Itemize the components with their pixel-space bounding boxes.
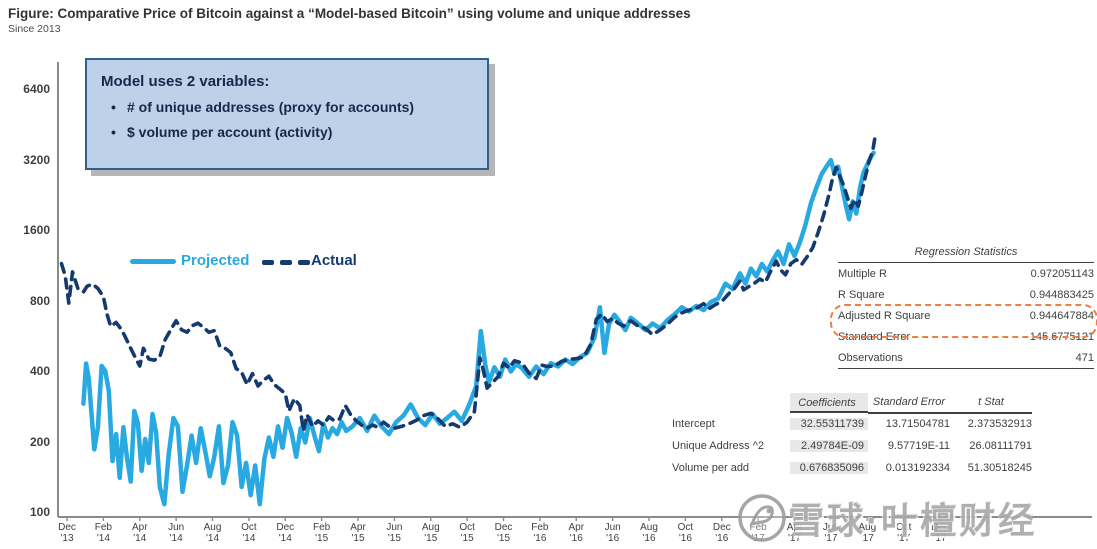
x-tick-label: Dec '13 bbox=[58, 522, 76, 544]
callout-heading: Model uses 2 variables: bbox=[101, 73, 270, 90]
callout-bullet: • $ volume per account (activity) bbox=[111, 124, 333, 140]
y-tick-label: 200 bbox=[29, 434, 50, 449]
x-tick-label: Aug '15 bbox=[421, 522, 440, 544]
y-tick-label: 6400 bbox=[23, 82, 50, 96]
y-tick-label: 400 bbox=[29, 364, 50, 378]
y-tick-label: 100 bbox=[29, 505, 50, 519]
x-tick-label: Dec '14 bbox=[276, 522, 295, 544]
x-tick-label: Oct '17 bbox=[895, 522, 912, 544]
y-tick-label: 800 bbox=[29, 293, 50, 308]
x-tick-label: Jun '14 bbox=[168, 522, 185, 544]
y-tick-label: 1600 bbox=[23, 223, 50, 237]
y-tick-label: 3200 bbox=[23, 152, 50, 167]
x-tick-label: Apr '16 bbox=[568, 522, 585, 544]
regression-stat-row: Multiple R 0.972051143 bbox=[838, 267, 1094, 280]
x-tick-label: Feb '15 bbox=[313, 522, 331, 544]
x-tick-label: Oct '16 bbox=[677, 522, 694, 544]
x-tick-label: Apr '17 bbox=[786, 522, 803, 544]
figure-title: Figure: Comparative Price of Bitcoin aga… bbox=[8, 6, 691, 21]
legend-projected-label: Projected bbox=[181, 252, 250, 269]
x-tick-label: Feb '16 bbox=[531, 522, 549, 544]
coefficients-header-row: Coefficients Standard Error t Stat bbox=[672, 393, 1032, 414]
x-tick-label: Apr '14 bbox=[131, 522, 148, 544]
regression-stats-title: Regression Statistics bbox=[838, 246, 1094, 263]
x-tick-label: Dec '16 bbox=[712, 522, 731, 544]
x-tick-label: Feb '14 bbox=[94, 522, 112, 544]
regression-stat-row: Adjusted R Square 0.944647884 bbox=[838, 309, 1094, 322]
x-tick-label: Dec '17 bbox=[931, 522, 949, 544]
x-tick-label: Dec '15 bbox=[494, 522, 513, 544]
x-tick-label: Aug '16 bbox=[640, 522, 658, 544]
watermark-text: 雪球·叶檀财经 bbox=[788, 500, 1037, 541]
x-tick-label: Oct '14 bbox=[241, 522, 257, 544]
projected-line-swatch bbox=[130, 259, 176, 264]
watermark: 雪球·叶檀财经 bbox=[736, 492, 1037, 544]
xueqiu-snowball-logo-icon bbox=[738, 494, 786, 542]
x-tick-label: Oct '15 bbox=[459, 522, 475, 544]
figure-subtitle: Since 2013 bbox=[8, 23, 61, 35]
regression-stat-row: Observations 471 bbox=[838, 351, 1094, 364]
callout-bullet-list: • # of unique addresses (proxy for accoun… bbox=[101, 99, 473, 140]
x-tick-label: Aug '17 bbox=[858, 522, 877, 544]
coefficients-row: Intercept 32.55311739 13.71504781 2.3735329… bbox=[672, 418, 1032, 430]
coefficients-row: Volume per add 0.676835096 0.013192334 51.3… bbox=[672, 462, 1032, 474]
series-line-actual bbox=[59, 133, 878, 433]
x-tick-label: Jun '16 bbox=[604, 522, 621, 544]
callout-bullet: • # of unique addresses (proxy for accoun… bbox=[111, 99, 415, 115]
coefficients-row: Unique Address ^2 2.49784E-09 9.57719E-11 2… bbox=[672, 440, 1032, 452]
x-tick-label: Jun '17 bbox=[822, 522, 839, 544]
actual-line-swatch bbox=[262, 260, 310, 265]
regression-stat-row: R Square 0.944883425 bbox=[838, 288, 1094, 301]
adjusted-r-square-highlight bbox=[830, 304, 1097, 338]
legend-actual-label: Actual bbox=[311, 252, 357, 269]
coefficients-table: Coefficients Standard Error t Stat Intercep… bbox=[672, 393, 1032, 479]
x-tick-label: Aug '14 bbox=[203, 522, 222, 544]
model-callout-box: Model uses 2 variables: • # of unique add… bbox=[85, 58, 489, 170]
x-tick-label: Jun '15 bbox=[386, 522, 403, 544]
x-tick-label: Apr '15 bbox=[350, 522, 366, 544]
